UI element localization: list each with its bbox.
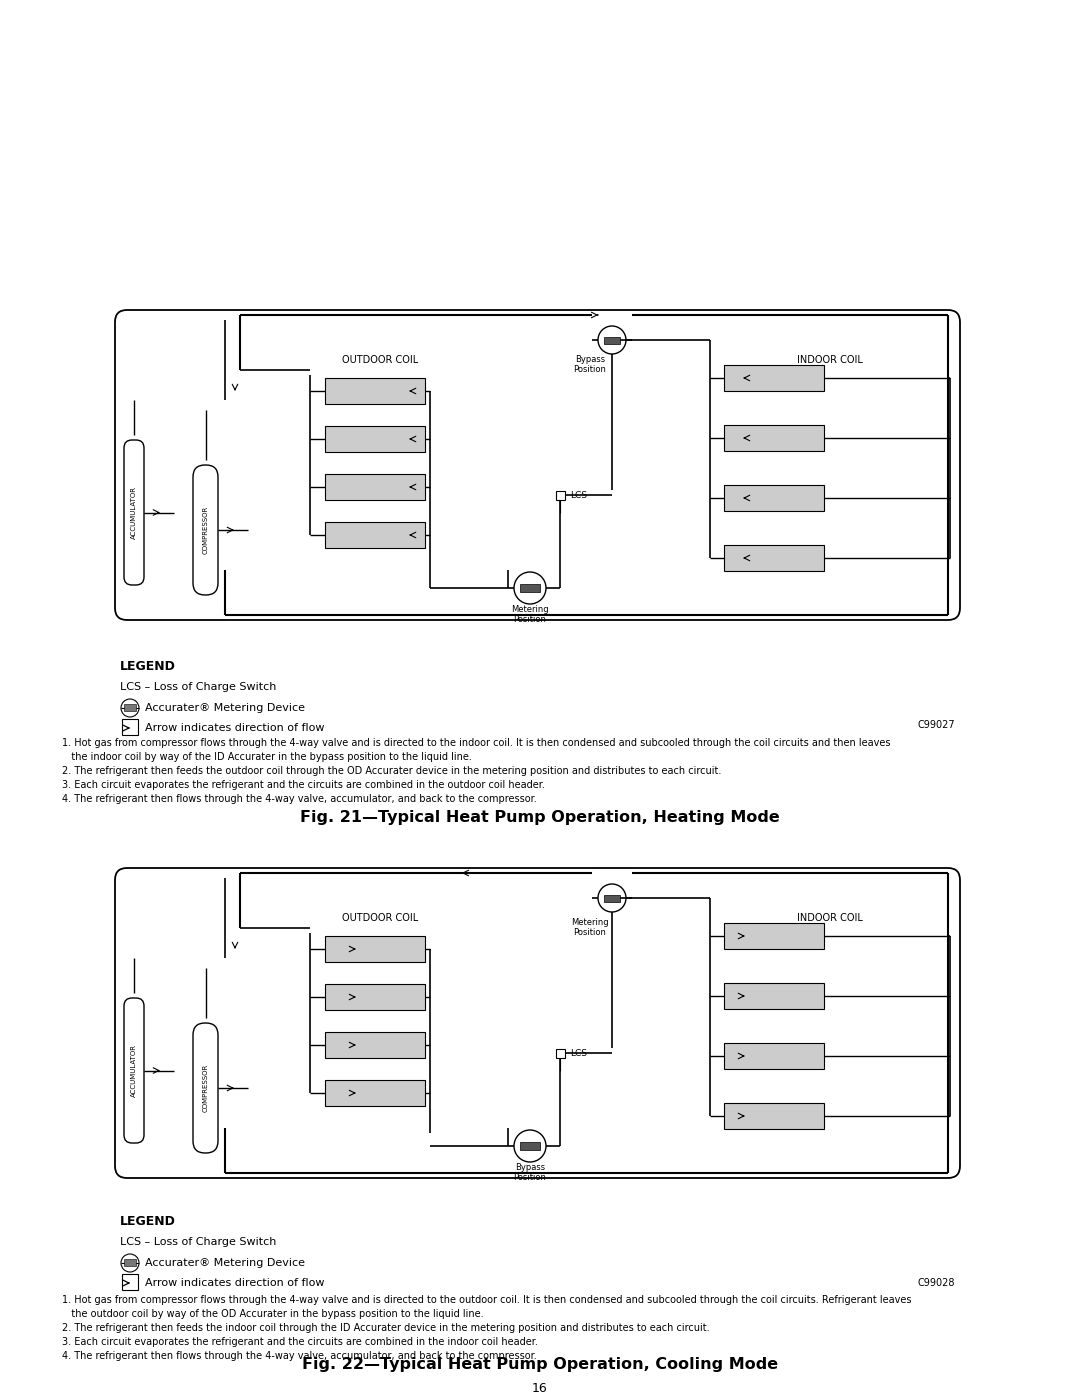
- Bar: [124, 704, 136, 711]
- Text: 3. Each circuit evaporates the refrigerant and the circuits are combined in the : 3. Each circuit evaporates the refrigera…: [62, 1337, 538, 1347]
- Text: 3. Each circuit evaporates the refrigerant and the circuits are combined in the : 3. Each circuit evaporates the refrigera…: [62, 780, 545, 789]
- Text: 1. Hot gas from compressor flows through the 4-way valve and is directed to the : 1. Hot gas from compressor flows through…: [62, 1295, 912, 1305]
- Text: LEGEND: LEGEND: [120, 659, 176, 673]
- Bar: [521, 584, 540, 592]
- Text: 16: 16: [532, 1382, 548, 1396]
- Bar: [124, 1259, 136, 1266]
- Bar: [325, 379, 426, 404]
- Bar: [724, 365, 824, 391]
- Text: the outdoor coil by way of the OD Accurater in the bypass position to the liquid: the outdoor coil by way of the OD Accura…: [62, 1309, 484, 1319]
- Bar: [724, 1104, 824, 1129]
- Text: 2. The refrigerant then feeds the outdoor coil through the OD Accurater device i: 2. The refrigerant then feeds the outdoo…: [62, 766, 721, 775]
- Text: Arrow indicates direction of flow: Arrow indicates direction of flow: [145, 724, 324, 733]
- Text: ACCUMULATOR: ACCUMULATOR: [131, 1044, 137, 1097]
- Bar: [325, 1080, 426, 1106]
- Text: C99027: C99027: [917, 719, 955, 731]
- Text: Metering
Position: Metering Position: [571, 918, 609, 937]
- FancyBboxPatch shape: [124, 440, 144, 585]
- FancyBboxPatch shape: [124, 997, 144, 1143]
- Bar: [325, 426, 426, 453]
- Text: Fig. 21—Typical Heat Pump Operation, Heating Mode: Fig. 21—Typical Heat Pump Operation, Hea…: [300, 810, 780, 826]
- Text: 1. Hot gas from compressor flows through the 4-way valve and is directed to the : 1. Hot gas from compressor flows through…: [62, 738, 891, 747]
- Bar: [724, 983, 824, 1009]
- Text: Metering
Position: Metering Position: [511, 605, 549, 624]
- FancyBboxPatch shape: [193, 1023, 218, 1153]
- Text: INDOOR COIL: INDOOR COIL: [797, 355, 863, 365]
- Text: INDOOR COIL: INDOOR COIL: [797, 914, 863, 923]
- Text: 2. The refrigerant then feeds the indoor coil through the ID Accurater device in: 2. The refrigerant then feeds the indoor…: [62, 1323, 710, 1333]
- FancyBboxPatch shape: [193, 465, 218, 595]
- Text: Arrow indicates direction of flow: Arrow indicates direction of flow: [145, 1278, 324, 1288]
- Bar: [555, 1049, 565, 1058]
- Text: COMPRESSOR: COMPRESSOR: [203, 506, 208, 555]
- Bar: [325, 1032, 426, 1058]
- Text: LCS – Loss of Charge Switch: LCS – Loss of Charge Switch: [120, 1236, 276, 1248]
- Text: Bypass
Position: Bypass Position: [573, 355, 607, 374]
- Bar: [122, 719, 138, 735]
- Bar: [724, 1044, 824, 1069]
- Bar: [325, 522, 426, 548]
- Text: OUTDOOR COIL: OUTDOOR COIL: [342, 914, 418, 923]
- Text: OUTDOOR COIL: OUTDOOR COIL: [342, 355, 418, 365]
- Text: C99028: C99028: [918, 1278, 955, 1288]
- Text: 4. The refrigerant then flows through the 4-way valve, accumulator, and back to : 4. The refrigerant then flows through th…: [62, 793, 537, 805]
- Text: the indoor coil by way of the ID Accurater in the bypass position to the liquid : the indoor coil by way of the ID Accurat…: [62, 752, 472, 761]
- Bar: [325, 936, 426, 963]
- Text: COMPRESSOR: COMPRESSOR: [203, 1065, 208, 1112]
- Bar: [724, 485, 824, 511]
- Bar: [724, 425, 824, 451]
- Text: Accurater® Metering Device: Accurater® Metering Device: [145, 703, 305, 712]
- Bar: [604, 894, 620, 901]
- Text: Fig. 22—Typical Heat Pump Operation, Cooling Mode: Fig. 22—Typical Heat Pump Operation, Coo…: [302, 1356, 778, 1372]
- Text: LCS – Loss of Charge Switch: LCS – Loss of Charge Switch: [120, 682, 276, 692]
- Text: LEGEND: LEGEND: [120, 1215, 176, 1228]
- Text: ACCUMULATOR: ACCUMULATOR: [131, 486, 137, 539]
- Bar: [122, 1274, 138, 1289]
- Text: LCS: LCS: [570, 490, 588, 500]
- Text: Accurater® Metering Device: Accurater® Metering Device: [145, 1259, 305, 1268]
- Text: LCS: LCS: [570, 1049, 588, 1058]
- Bar: [325, 983, 426, 1010]
- Bar: [555, 490, 565, 500]
- Bar: [724, 545, 824, 571]
- Text: Bypass
Position: Bypass Position: [514, 1162, 546, 1182]
- Bar: [521, 1141, 540, 1150]
- Bar: [604, 337, 620, 344]
- Text: 4. The refrigerant then flows through the 4-way valve, accumulator, and back to : 4. The refrigerant then flows through th…: [62, 1351, 537, 1361]
- Bar: [724, 923, 824, 949]
- Bar: [325, 474, 426, 500]
